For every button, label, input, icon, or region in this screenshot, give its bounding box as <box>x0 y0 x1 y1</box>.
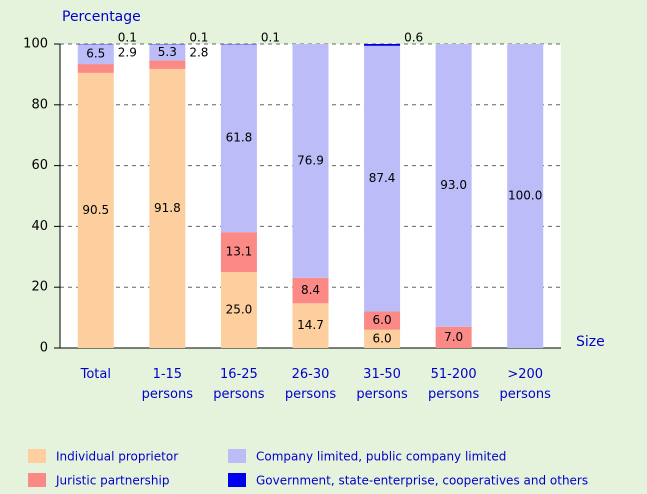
bar-segment <box>149 60 186 69</box>
legend-swatch <box>228 449 246 463</box>
x-tick-label: 1-15 persons <box>141 367 194 402</box>
bar-segment <box>364 45 401 312</box>
bar-segment <box>149 44 186 61</box>
bar-segment <box>220 272 257 348</box>
value-label: 6.0 <box>373 331 392 345</box>
legend-label: Individual proprietor <box>56 450 178 464</box>
value-label: 0.1 <box>189 31 208 45</box>
y-tick-label: 100 <box>23 37 48 52</box>
value-label: 90.5 <box>82 203 109 217</box>
legend-swatch <box>28 473 46 487</box>
value-label: 0.6 <box>404 31 423 45</box>
bar-segment <box>435 44 472 327</box>
bar-segment <box>220 44 257 233</box>
value-label: 61.8 <box>226 131 253 145</box>
y-tick-label: 20 <box>31 280 48 295</box>
x-tick-label: >200 persons <box>499 367 551 402</box>
value-label: 6.5 <box>86 47 105 61</box>
y-axis-label: Percentage <box>62 9 141 25</box>
bar-segment <box>507 44 544 348</box>
x-tick-label: 51-200 persons <box>427 367 480 402</box>
bar-segment <box>77 44 114 65</box>
bar-segment <box>292 44 329 278</box>
value-label: 2.9 <box>118 46 137 60</box>
legend-label: Company limited, public company limited <box>256 450 506 464</box>
value-label: 5.3 <box>158 45 177 59</box>
value-label: 14.7 <box>297 318 324 332</box>
y-tick-label: 60 <box>31 158 48 173</box>
bar-segment <box>292 277 329 304</box>
y-tick-label: 0 <box>40 341 48 356</box>
value-label: 6.0 <box>373 313 392 327</box>
value-label: 2.8 <box>189 46 208 60</box>
x-tick-label: 16-25 persons <box>213 367 265 402</box>
x-tick-label: 31-50 persons <box>356 367 408 402</box>
bar-segment <box>435 326 472 348</box>
bar-segment <box>292 303 329 348</box>
bar-segment <box>77 72 114 348</box>
value-label: 0.1 <box>261 31 280 45</box>
value-label: 7.0 <box>444 330 463 344</box>
value-label: 91.8 <box>154 201 181 215</box>
bar-segment <box>77 64 114 73</box>
bar-segment <box>149 68 186 348</box>
value-label: 0.1 <box>118 31 137 45</box>
bar-segment <box>220 232 257 272</box>
value-label: 76.9 <box>297 153 324 167</box>
value-label: 13.1 <box>226 245 253 259</box>
value-label: 93.0 <box>440 178 467 192</box>
legend-label: Government, state-enterprise, cooperativ… <box>256 474 588 488</box>
value-label: 87.4 <box>369 171 396 185</box>
x-tick-label: 26-30 persons <box>284 367 337 402</box>
value-label: 100.0 <box>508 189 542 203</box>
legend-label: Juristic partnership <box>55 474 169 488</box>
y-tick-label: 40 <box>31 219 48 234</box>
x-tick-label: Total <box>80 367 111 382</box>
legend-swatch <box>228 473 246 487</box>
y-tick-label: 80 <box>31 97 48 112</box>
bar-segment <box>364 329 401 348</box>
value-label: 8.4 <box>301 283 320 297</box>
bar-segment <box>364 311 401 330</box>
legend-swatch <box>28 449 46 463</box>
bar-segment <box>364 44 401 46</box>
x-axis-label: Size <box>576 334 605 350</box>
value-label: 25.0 <box>226 303 253 317</box>
